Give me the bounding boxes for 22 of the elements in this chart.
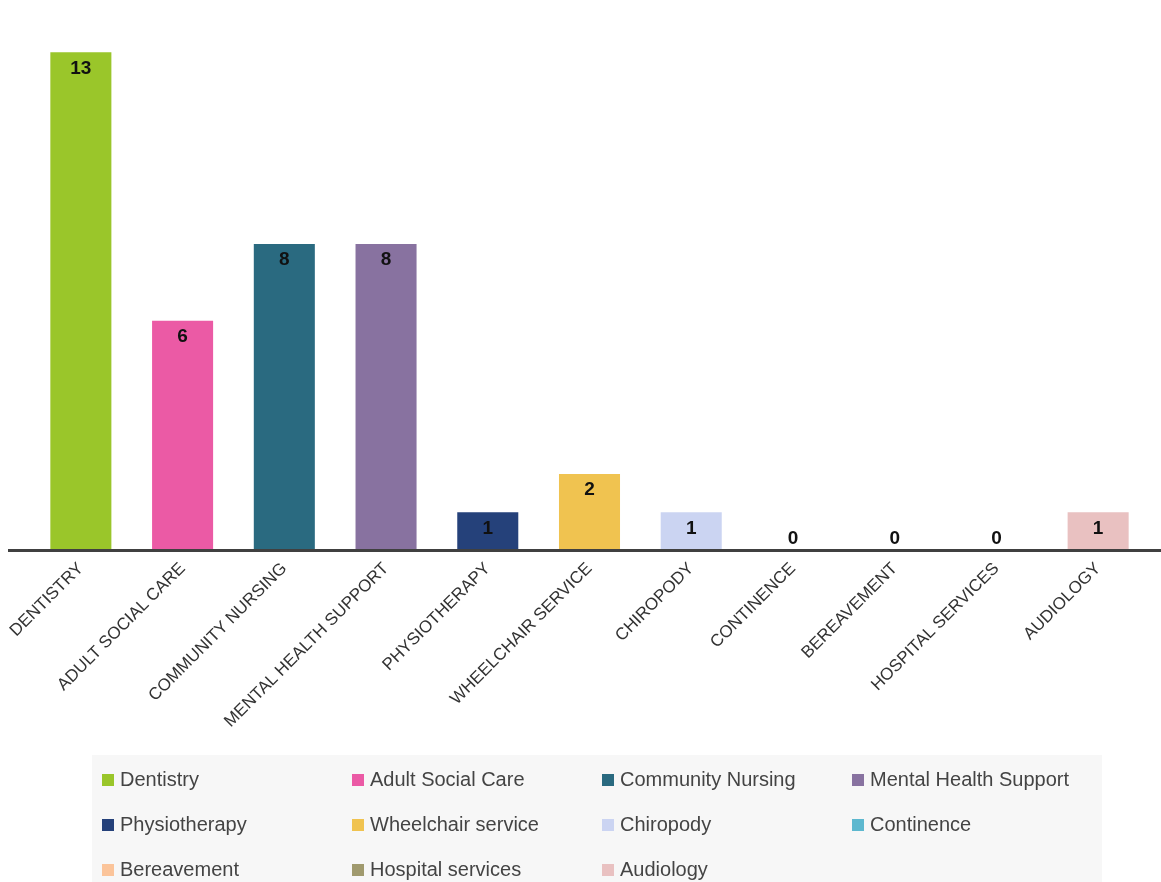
legend-label: Hospital services bbox=[370, 858, 522, 881]
data-label: 8 bbox=[380, 248, 392, 270]
data-label: 0 bbox=[889, 526, 900, 548]
data-label: 2 bbox=[584, 478, 595, 500]
legend-label: Physiotherapy bbox=[120, 813, 247, 836]
legend-label: Bereavement bbox=[120, 858, 239, 881]
legend-label: Audiology bbox=[620, 858, 708, 881]
legend-label: Chiropody bbox=[620, 813, 712, 836]
data-label: 13 bbox=[70, 56, 92, 78]
data-label: 0 bbox=[991, 526, 1002, 548]
data-label: 1 bbox=[685, 516, 697, 538]
data-label: 6 bbox=[177, 324, 188, 346]
legend-label: Adult Social Care bbox=[370, 768, 525, 791]
legend-label: Mental Health Support bbox=[870, 768, 1070, 791]
data-label: 8 bbox=[279, 248, 290, 270]
legend-label: Community Nursing bbox=[620, 768, 796, 791]
legend-label: Dentistry bbox=[120, 768, 199, 791]
legend-label: Wheelchair service bbox=[370, 813, 539, 836]
data-label: 1 bbox=[482, 516, 494, 538]
data-label: 0 bbox=[787, 526, 799, 548]
legend-label: Continence bbox=[870, 813, 972, 836]
data-label: 1 bbox=[1092, 516, 1104, 538]
